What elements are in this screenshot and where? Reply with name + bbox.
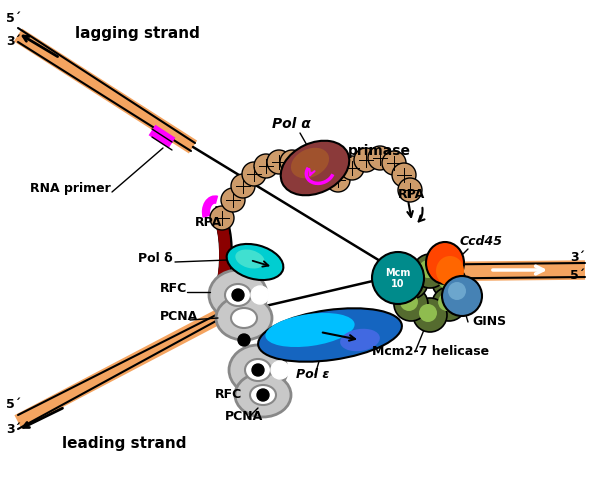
Ellipse shape xyxy=(258,308,402,362)
Text: lagging strand: lagging strand xyxy=(75,26,200,41)
Circle shape xyxy=(400,271,418,289)
Text: 5´: 5´ xyxy=(6,398,21,411)
Circle shape xyxy=(400,293,418,311)
Text: RPA: RPA xyxy=(195,216,222,229)
Ellipse shape xyxy=(426,242,464,284)
Circle shape xyxy=(438,271,456,289)
Text: PCNA: PCNA xyxy=(225,410,263,423)
Circle shape xyxy=(413,254,447,288)
Ellipse shape xyxy=(245,359,271,381)
Circle shape xyxy=(432,265,466,299)
Circle shape xyxy=(301,166,325,190)
Text: 3´: 3´ xyxy=(570,251,585,264)
Ellipse shape xyxy=(235,249,265,269)
Text: primase: primase xyxy=(348,144,411,158)
Circle shape xyxy=(442,276,482,316)
Circle shape xyxy=(398,178,422,202)
Circle shape xyxy=(231,174,255,198)
Text: Pol δ: Pol δ xyxy=(138,252,173,265)
Text: 5´: 5´ xyxy=(570,269,585,282)
Circle shape xyxy=(392,163,416,187)
Ellipse shape xyxy=(271,361,289,379)
Circle shape xyxy=(280,150,304,174)
Ellipse shape xyxy=(231,308,257,328)
Ellipse shape xyxy=(340,329,380,351)
Text: Ccd45: Ccd45 xyxy=(460,235,503,248)
Ellipse shape xyxy=(229,345,287,395)
Text: RNA primer: RNA primer xyxy=(30,182,111,195)
Circle shape xyxy=(210,206,234,230)
Ellipse shape xyxy=(436,256,464,286)
Text: Mcm2-7 helicase: Mcm2-7 helicase xyxy=(372,345,489,358)
Circle shape xyxy=(372,252,424,304)
Ellipse shape xyxy=(209,270,267,320)
Circle shape xyxy=(419,304,437,322)
Text: 3´: 3´ xyxy=(6,35,21,48)
Circle shape xyxy=(382,151,406,175)
Text: leading strand: leading strand xyxy=(62,436,187,451)
Circle shape xyxy=(254,154,278,178)
Circle shape xyxy=(267,150,291,174)
Circle shape xyxy=(368,146,392,170)
Text: 3´: 3´ xyxy=(6,423,21,436)
Ellipse shape xyxy=(251,286,269,304)
Text: Pol ε: Pol ε xyxy=(296,368,329,381)
Circle shape xyxy=(221,188,245,212)
Circle shape xyxy=(232,289,244,301)
Text: 5´: 5´ xyxy=(6,12,21,25)
Ellipse shape xyxy=(235,373,291,417)
Circle shape xyxy=(413,298,447,332)
Circle shape xyxy=(238,334,250,346)
Circle shape xyxy=(354,148,378,172)
Ellipse shape xyxy=(216,296,272,340)
Ellipse shape xyxy=(227,244,283,280)
Ellipse shape xyxy=(225,284,251,306)
Circle shape xyxy=(448,282,466,300)
Ellipse shape xyxy=(281,141,349,195)
Circle shape xyxy=(432,287,466,321)
Circle shape xyxy=(326,168,350,192)
Ellipse shape xyxy=(265,313,355,347)
Circle shape xyxy=(419,260,437,278)
Circle shape xyxy=(252,364,264,376)
Circle shape xyxy=(394,265,428,299)
Text: PCNA: PCNA xyxy=(160,310,198,323)
Ellipse shape xyxy=(291,148,329,178)
Text: Pol α: Pol α xyxy=(272,117,311,131)
Text: RFC: RFC xyxy=(160,282,187,295)
Circle shape xyxy=(257,389,269,401)
Text: Mcm: Mcm xyxy=(385,268,410,278)
Ellipse shape xyxy=(250,385,276,405)
Text: GINS: GINS xyxy=(472,315,506,328)
Circle shape xyxy=(394,287,428,321)
Circle shape xyxy=(340,156,364,180)
Circle shape xyxy=(292,156,316,180)
Text: RFC: RFC xyxy=(215,388,242,401)
Text: 10: 10 xyxy=(391,279,405,289)
Text: RPA: RPA xyxy=(398,188,425,201)
Circle shape xyxy=(242,162,266,186)
Circle shape xyxy=(438,293,456,311)
